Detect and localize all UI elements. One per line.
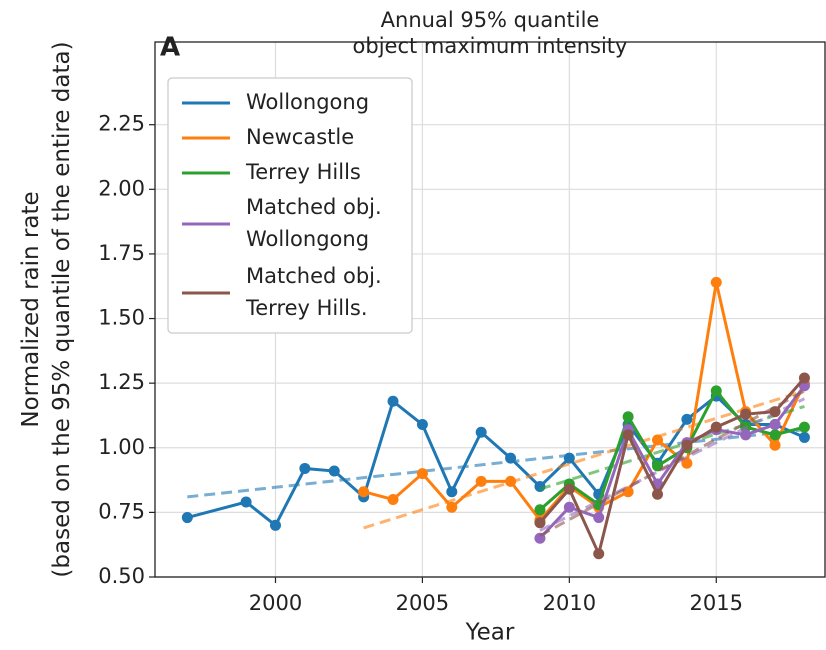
legend-label: Wollongong bbox=[246, 90, 369, 114]
data-point bbox=[446, 501, 458, 513]
legend-label: Newcastle bbox=[246, 125, 354, 149]
data-point bbox=[740, 408, 752, 420]
data-point bbox=[505, 475, 517, 487]
trend-line bbox=[187, 428, 805, 499]
y-tick-label: 1.25 bbox=[98, 370, 145, 394]
panel-label: A bbox=[160, 33, 180, 63]
y-tick-label: 2.25 bbox=[98, 112, 145, 136]
data-point bbox=[328, 465, 340, 477]
y-tick-label: 1.50 bbox=[98, 306, 145, 330]
data-point bbox=[798, 431, 810, 443]
data-point bbox=[622, 411, 634, 423]
data-point bbox=[416, 419, 428, 431]
data-point bbox=[269, 519, 281, 531]
series-line bbox=[186, 394, 806, 528]
data-point bbox=[622, 429, 634, 441]
data-point bbox=[563, 501, 575, 513]
data-point bbox=[387, 493, 399, 505]
data-point bbox=[798, 372, 810, 384]
trend-line bbox=[363, 389, 805, 530]
plot-frame bbox=[154, 41, 826, 578]
data-point bbox=[181, 512, 193, 524]
data-point bbox=[769, 429, 781, 441]
data-point bbox=[563, 452, 575, 464]
data-point bbox=[475, 426, 487, 438]
data-point bbox=[475, 475, 487, 487]
data-point bbox=[681, 413, 693, 425]
data-point bbox=[563, 483, 575, 495]
series-line bbox=[538, 384, 806, 540]
data-point bbox=[652, 434, 663, 446]
data-point bbox=[534, 504, 546, 516]
x-tick-label: 2005 bbox=[396, 591, 449, 615]
data-point bbox=[446, 486, 458, 498]
data-point bbox=[740, 429, 752, 441]
x-tick-label: 2015 bbox=[690, 591, 743, 615]
data-point bbox=[593, 512, 605, 524]
data-point bbox=[769, 419, 781, 431]
data-point bbox=[240, 496, 252, 508]
data-point bbox=[769, 406, 781, 418]
legend-label: Matched obj. Wollongong bbox=[246, 195, 382, 251]
trend-line bbox=[539, 397, 806, 532]
chart-title: Annual 95% quantile object maximum intens… bbox=[353, 8, 628, 58]
legend-label: Terrey Hills bbox=[245, 160, 361, 184]
data-point bbox=[416, 468, 428, 480]
data-point bbox=[593, 548, 605, 560]
data-point bbox=[534, 517, 546, 529]
data-point bbox=[710, 276, 722, 288]
data-point bbox=[299, 462, 311, 474]
data-point bbox=[710, 385, 722, 397]
data-point bbox=[505, 452, 517, 464]
legend: Wollongong Newcastle Terrey Hills Matched o… bbox=[167, 77, 413, 334]
y-tick-label: 1.75 bbox=[98, 241, 145, 265]
series-line bbox=[538, 377, 806, 559]
data-point bbox=[387, 395, 399, 407]
legend-frame bbox=[167, 77, 413, 334]
data-point bbox=[681, 439, 693, 451]
data-point bbox=[710, 421, 722, 433]
x-tick-label: 2010 bbox=[543, 591, 596, 615]
data-point bbox=[769, 439, 781, 451]
series-line bbox=[363, 282, 806, 523]
data-point bbox=[681, 457, 693, 469]
y-axis-label: Normalized rain rate (based on the 95% qu… bbox=[18, 41, 75, 577]
y-tick-label: 2.00 bbox=[98, 176, 145, 200]
data-point bbox=[798, 421, 810, 433]
data-point bbox=[358, 486, 370, 498]
y-tick-label: 0.50 bbox=[98, 564, 145, 588]
legend-label: Matched obj. Terrey Hills. bbox=[245, 264, 382, 320]
y-tick-label: 1.00 bbox=[98, 435, 145, 459]
x-axis-label: Year bbox=[465, 620, 515, 646]
x-tick-label: 2000 bbox=[249, 591, 302, 615]
y-tick-label: 0.75 bbox=[98, 499, 145, 523]
data-point bbox=[652, 488, 663, 500]
